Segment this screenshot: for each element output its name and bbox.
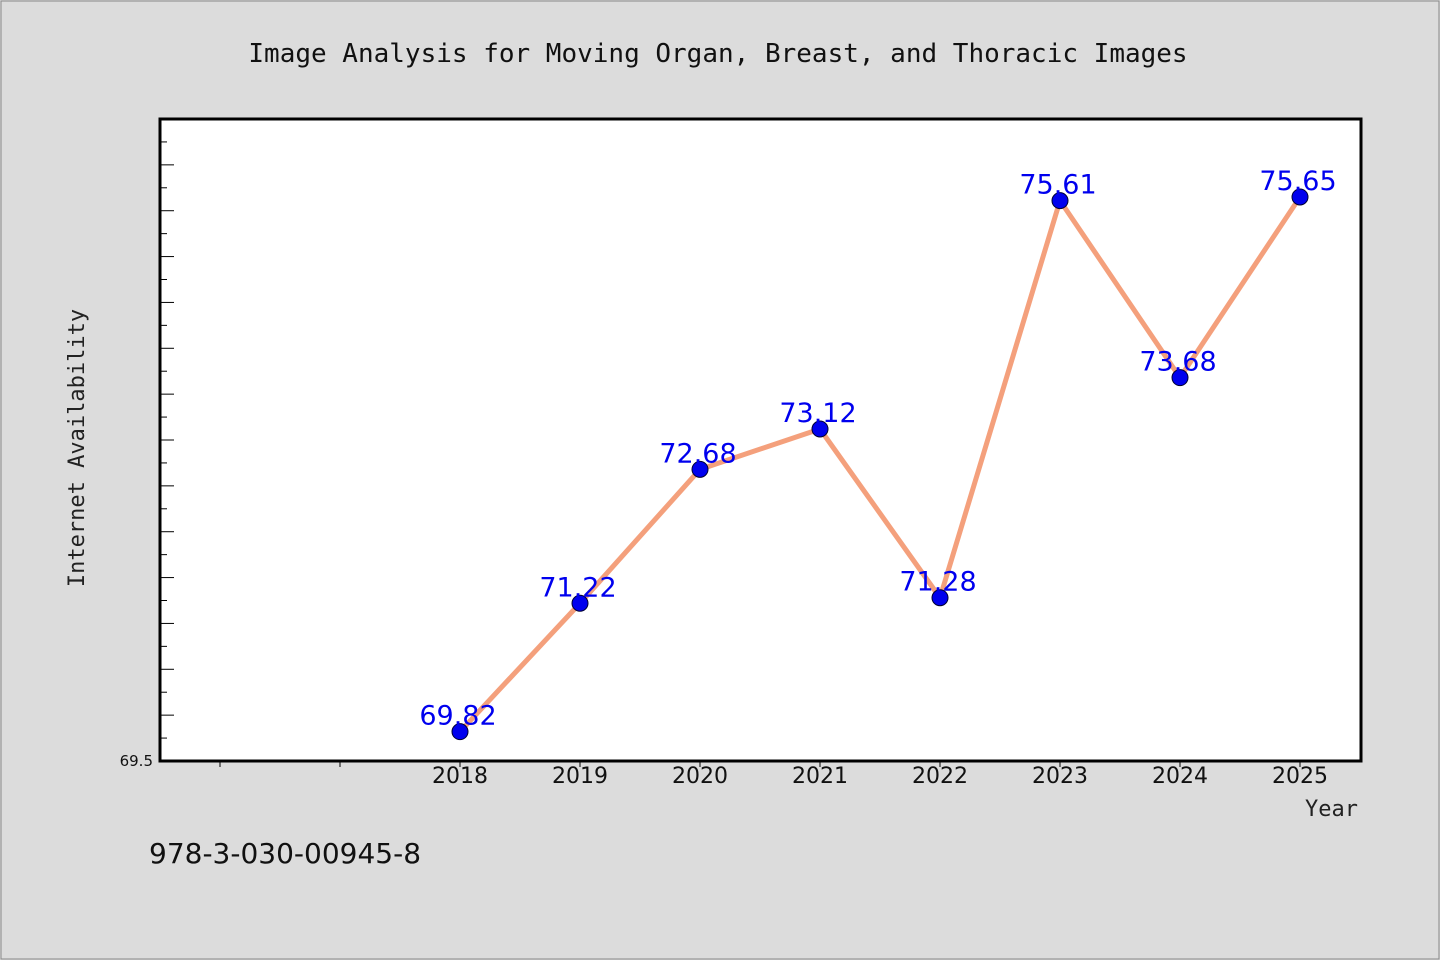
x-axis-ticks xyxy=(219,761,1301,767)
data-point-label: 75.65 xyxy=(1259,166,1336,197)
x-tick-label: 2019 xyxy=(552,764,608,789)
isbn-footer: 978-3-030-00945-8 xyxy=(149,837,421,870)
series-markers xyxy=(451,188,1309,741)
x-axis-tick-labels: 2018 2019 2020 2021 2022 2023 2024 2025 xyxy=(432,764,1328,789)
x-tick-label: 2025 xyxy=(1272,764,1328,789)
chart-title: Image Analysis for Moving Organ, Breast,… xyxy=(248,39,1187,69)
x-tick-label: 2024 xyxy=(1152,764,1208,789)
x-tick-label: 2022 xyxy=(912,764,968,789)
data-point-label: 73.12 xyxy=(779,398,856,429)
x-tick-label: 2021 xyxy=(792,764,848,789)
data-point-marker xyxy=(571,594,589,612)
data-point-label: 71.22 xyxy=(539,572,616,603)
x-tick-label: 2018 xyxy=(432,764,488,789)
data-point-marker xyxy=(1171,369,1189,387)
data-point-marker xyxy=(1291,188,1309,206)
series-data-labels: 69.82 71.22 72.68 73.12 71.28 75.61 73.68 75.65 xyxy=(419,166,1336,732)
data-point-marker xyxy=(691,460,709,478)
data-point-marker xyxy=(1051,192,1069,210)
x-tick-label: 2023 xyxy=(1032,764,1088,789)
data-point-marker xyxy=(451,723,469,741)
data-point-marker xyxy=(811,420,829,438)
data-point-label: 72.68 xyxy=(659,438,736,469)
data-point-label: 75.61 xyxy=(1019,170,1096,201)
plot-area xyxy=(158,117,1363,763)
data-point-label: 73.68 xyxy=(1139,347,1216,378)
y-axis-label: Internet Availability xyxy=(65,309,90,587)
data-point-marker xyxy=(931,589,949,607)
data-point-label: 69.82 xyxy=(419,701,496,732)
y-axis-ticks xyxy=(160,118,174,762)
series-line xyxy=(457,194,1303,735)
data-point-label: 71.28 xyxy=(899,567,976,598)
x-tick-label: 2020 xyxy=(672,764,728,789)
y-axis-min-label: 69.5 xyxy=(120,752,153,770)
x-axis-label: Year xyxy=(1305,797,1358,822)
